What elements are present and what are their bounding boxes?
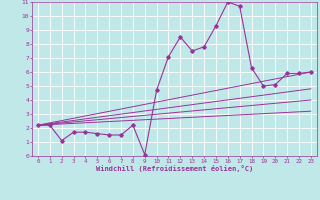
X-axis label: Windchill (Refroidissement éolien,°C): Windchill (Refroidissement éolien,°C) (96, 165, 253, 172)
